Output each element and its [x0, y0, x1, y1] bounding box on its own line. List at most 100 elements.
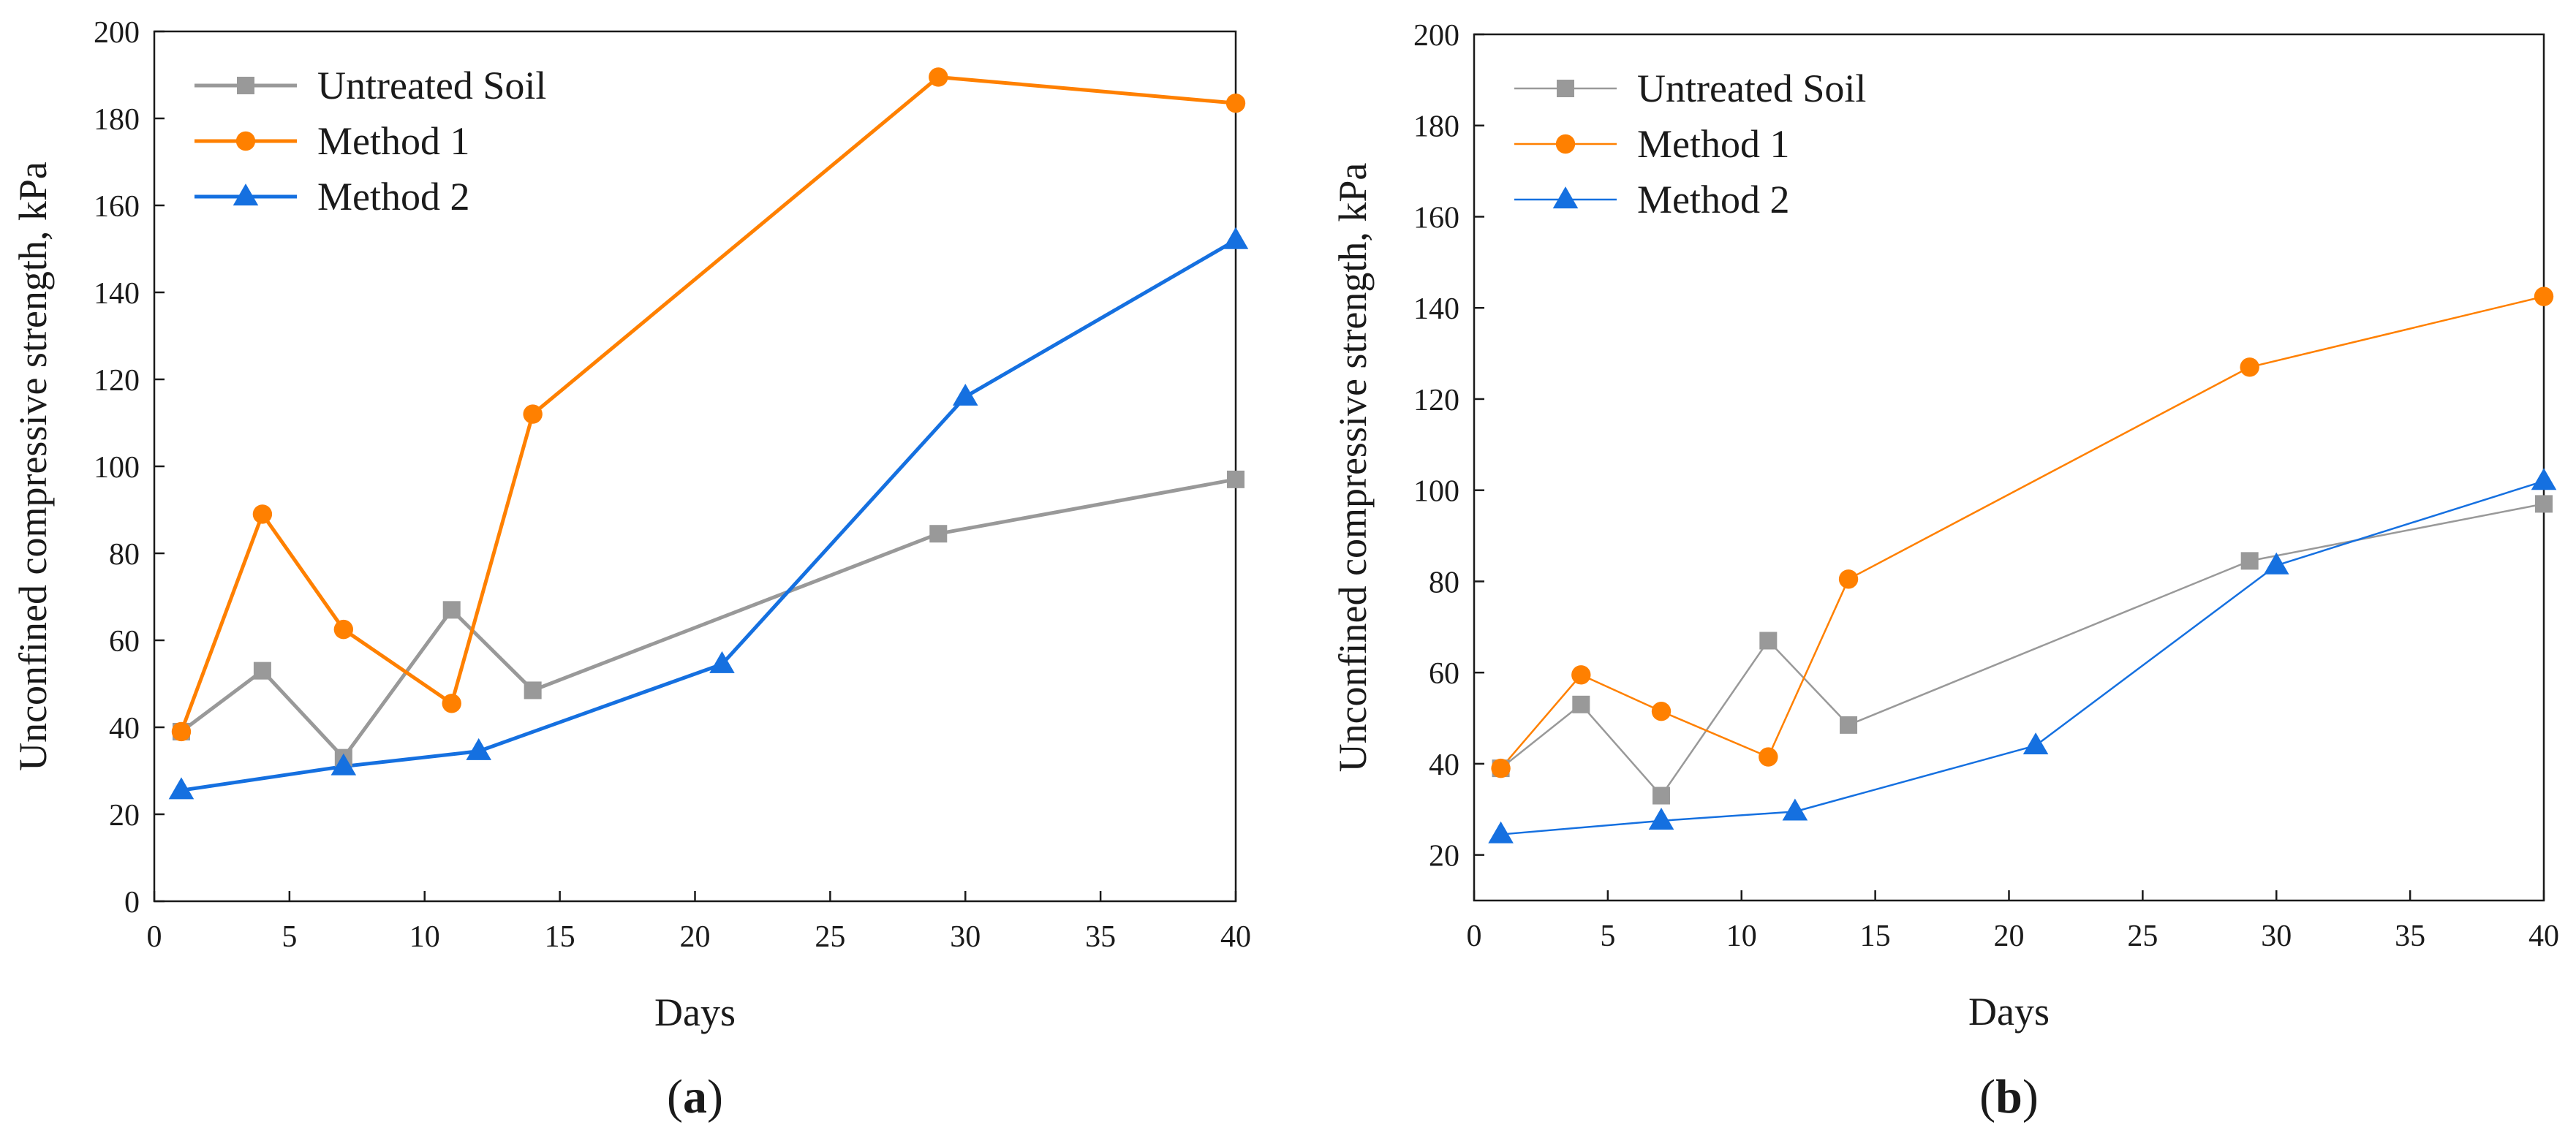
data-point-method-2 — [2022, 732, 2049, 755]
y-tick-label: 20 — [109, 799, 140, 833]
legend-label-method-1: Method 1 — [1637, 122, 1790, 166]
x-tick-label: 10 — [409, 920, 440, 954]
y-tick-label: 180 — [94, 103, 140, 137]
x-tick-label: 40 — [2528, 920, 2559, 953]
data-point-method-2 — [466, 738, 491, 760]
data-point-untreated-soil — [524, 681, 542, 700]
y-tick-label: 60 — [1429, 657, 1459, 691]
legend-label-method-1: Method 1 — [317, 119, 470, 163]
x-tick-label: 10 — [1726, 920, 1757, 953]
x-axis-title: Days — [1968, 990, 2050, 1034]
x-tick-label: 0 — [1467, 920, 1482, 953]
series-line-method-1 — [1500, 295, 2545, 769]
legend-marker-method-1 — [235, 131, 256, 151]
y-tick-label: 140 — [94, 277, 140, 311]
data-point-method-2 — [1223, 227, 1249, 249]
data-point-method-1 — [333, 619, 354, 640]
panel-a: 0 5 10 15 20 25 30 35 40 0 20 40 60 80 100 120 140 160 180… — [11, 16, 1251, 1123]
y-tick-label: 20 — [1429, 840, 1459, 873]
y-axis-title: Unconfined compressive strength, kPa — [11, 162, 55, 771]
data-point-method-2 — [1648, 807, 1674, 830]
data-point-untreated-soil — [2240, 552, 2259, 570]
x-tick-label: 5 — [282, 920, 297, 954]
data-point-untreated-soil — [1572, 695, 1590, 713]
x-tick-label: 40 — [1220, 920, 1251, 954]
data-point-method-2 — [2531, 468, 2557, 490]
y-tick-label: 100 — [1413, 475, 1459, 509]
x-tick-label: 20 — [680, 920, 711, 954]
data-point-method-1 — [2240, 357, 2259, 377]
x-tick-label: 35 — [2395, 920, 2425, 953]
panel-b: 0 5 10 15 20 25 30 35 40 20 40 60 80 100 120 140 160 180 2… — [1331, 19, 2559, 1123]
data-point-method-2 — [2263, 552, 2289, 575]
legend-label-untreated-soil: Untreated Soil — [1637, 67, 1866, 110]
data-point-untreated-soil — [2535, 495, 2553, 513]
series-line-method-2 — [1500, 480, 2545, 835]
x-tick-label: 0 — [147, 920, 162, 954]
data-point-method-2 — [952, 383, 978, 406]
y-tick-label: 40 — [1429, 748, 1459, 782]
data-point-method-1 — [1571, 665, 1591, 685]
series-line-untreated-soil — [180, 477, 1236, 760]
y-tick-label: 40 — [109, 712, 140, 746]
data-point-untreated-soil — [442, 601, 461, 619]
legend-label-method-2: Method 2 — [317, 175, 470, 219]
series-line-untreated-soil — [1500, 503, 2545, 797]
x-tick-label: 15 — [545, 920, 575, 954]
data-point-method-2 — [331, 753, 357, 776]
data-point-untreated-soil — [253, 662, 271, 680]
y-tick-label: 80 — [109, 538, 140, 572]
x-axis-title: Days — [654, 990, 736, 1034]
y-tick-label: 120 — [1413, 384, 1459, 417]
data-point-untreated-soil — [1653, 786, 1671, 805]
y-tick-label: 0 — [124, 886, 140, 920]
y-tick-label: 180 — [1413, 110, 1459, 144]
panel-label: (b) — [1979, 1070, 2039, 1123]
data-point-method-2 — [168, 777, 194, 800]
data-point-method-1 — [171, 721, 192, 742]
data-point-method-1 — [1225, 93, 1246, 113]
legend-label-untreated-soil: Untreated Soil — [317, 64, 546, 107]
data-point-method-1 — [2534, 287, 2554, 306]
legend-marker-method-2 — [1552, 186, 1579, 209]
data-point-method-1 — [523, 404, 543, 424]
legend-label-method-2: Method 2 — [1637, 178, 1790, 221]
y-tick-label: 140 — [1413, 292, 1459, 326]
y-tick-label: 60 — [109, 625, 140, 659]
x-tick-label: 25 — [2127, 920, 2158, 953]
x-tick-label: 35 — [1085, 920, 1116, 954]
plot-frame — [1473, 33, 2545, 902]
data-point-method-2 — [1488, 821, 1514, 844]
y-tick-label: 100 — [94, 451, 140, 485]
data-point-method-1 — [442, 694, 461, 713]
y-tick-label: 80 — [1429, 566, 1459, 599]
data-point-method-2 — [709, 651, 735, 673]
y-tick-label: 160 — [94, 190, 140, 224]
legend-marker-method-2 — [233, 183, 259, 206]
panel-label: (a) — [667, 1070, 723, 1123]
data-point-method-1 — [1838, 569, 1859, 589]
data-point-method-1 — [1759, 747, 1778, 767]
x-tick-label: 30 — [950, 920, 981, 954]
data-point-untreated-soil — [929, 525, 948, 543]
data-point-method-2 — [1782, 798, 1808, 821]
y-tick-label: 200 — [1413, 19, 1459, 53]
x-tick-label: 25 — [815, 920, 845, 954]
y-axis-title: Unconfined compressive strength, kPa — [1331, 163, 1375, 773]
data-point-method-1 — [1651, 701, 1672, 721]
y-tick-label: 200 — [94, 16, 140, 50]
data-point-method-1 — [252, 504, 273, 524]
legend-marker-method-1 — [1555, 134, 1576, 154]
legend-marker-untreated-soil — [237, 77, 254, 94]
data-point-method-1 — [1491, 758, 1511, 778]
data-point-untreated-soil — [1227, 470, 1244, 488]
y-tick-label: 160 — [1413, 201, 1459, 235]
data-point-method-1 — [929, 67, 948, 87]
x-tick-label: 30 — [2261, 920, 2292, 953]
x-tick-label: 5 — [1600, 920, 1615, 953]
data-point-untreated-soil — [1840, 716, 1858, 734]
y-tick-label: 120 — [94, 364, 140, 398]
x-tick-label: 20 — [1994, 920, 2025, 953]
